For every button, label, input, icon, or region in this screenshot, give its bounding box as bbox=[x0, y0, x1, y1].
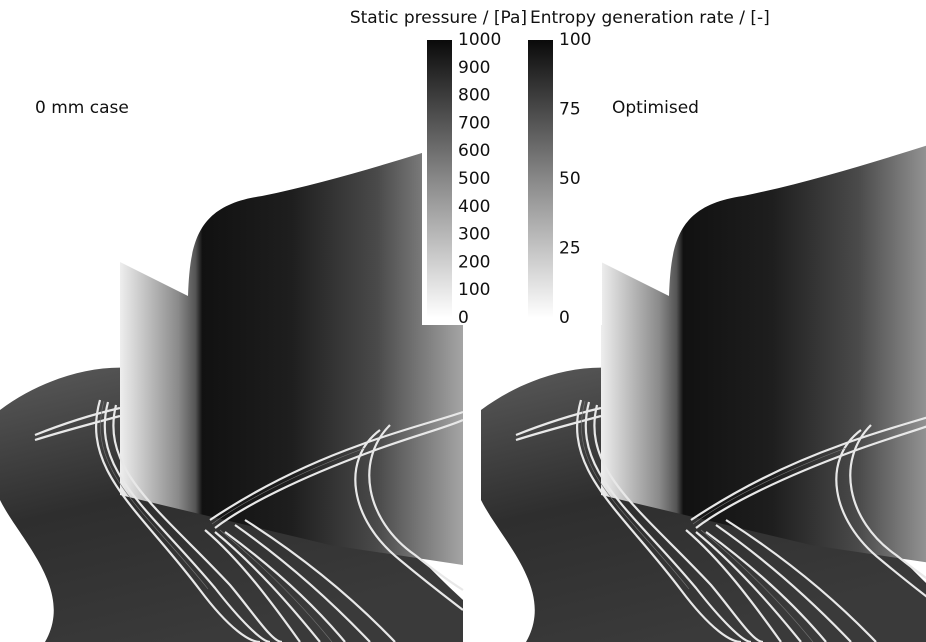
figure: 0 mm case Optimised Static pressure / [P… bbox=[0, 0, 926, 642]
colorbar-tick-label: 25 bbox=[559, 239, 581, 259]
colorbar-tick-label: 300 bbox=[458, 225, 490, 245]
colorbar bbox=[427, 40, 452, 318]
panel-label: Optimised bbox=[612, 98, 699, 118]
simulation-view bbox=[0, 140, 463, 642]
colorbar-tick-label: 800 bbox=[458, 86, 490, 106]
colorbar-tick-label: 1000 bbox=[458, 30, 501, 50]
colorbar-tick-label: 900 bbox=[458, 58, 490, 78]
colorbar-title: Entropy generation rate / [-] bbox=[530, 8, 770, 28]
colorbar-tick-label: 100 bbox=[458, 280, 490, 300]
colorbar-tick-label: 0 bbox=[559, 308, 570, 328]
panel-label: 0 mm case bbox=[35, 98, 129, 118]
colorbar-tick-label: 500 bbox=[458, 169, 490, 189]
colorbar-tick-label: 75 bbox=[559, 100, 581, 120]
colorbar-tick-label: 700 bbox=[458, 113, 490, 133]
colorbar-tick-label: 100 bbox=[559, 30, 591, 50]
colorbar-tick-label: 50 bbox=[559, 169, 581, 189]
colorbar-tick-label: 400 bbox=[458, 197, 490, 217]
colorbar-tick-label: 200 bbox=[458, 252, 490, 272]
colorbar-tick-label: 0 bbox=[458, 308, 469, 328]
colorbar-tick-label: 600 bbox=[458, 141, 490, 161]
colorbar bbox=[528, 40, 553, 318]
colorbar-title: Static pressure / [Pa] bbox=[350, 8, 527, 28]
